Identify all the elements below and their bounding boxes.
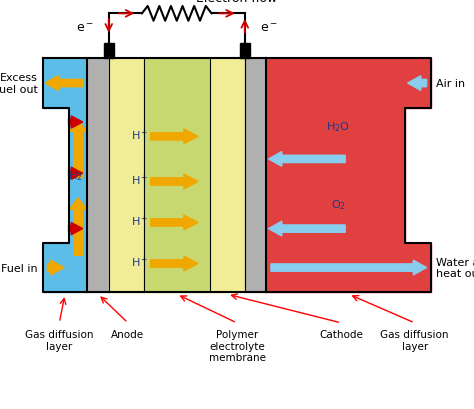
FancyArrow shape bbox=[151, 216, 198, 230]
Bar bbox=[103, 44, 114, 59]
FancyArrow shape bbox=[45, 76, 82, 91]
FancyArrow shape bbox=[70, 198, 87, 256]
FancyArrow shape bbox=[47, 261, 64, 275]
Text: e$^-$: e$^-$ bbox=[76, 22, 94, 35]
FancyArrow shape bbox=[151, 130, 198, 144]
FancyArrow shape bbox=[70, 121, 87, 178]
Bar bbox=[245, 59, 266, 292]
Text: Water and
heat out: Water and heat out bbox=[436, 257, 474, 279]
Text: Gas diffusion
layer: Gas diffusion layer bbox=[381, 329, 449, 351]
Text: Polymer
electrolyte
membrane: Polymer electrolyte membrane bbox=[209, 329, 265, 362]
Text: Anode: Anode bbox=[111, 329, 145, 339]
Bar bbox=[87, 59, 109, 292]
Polygon shape bbox=[43, 59, 87, 292]
Text: H$_2$O: H$_2$O bbox=[326, 120, 350, 134]
FancyArrow shape bbox=[69, 168, 82, 180]
Text: Cathode: Cathode bbox=[319, 329, 363, 339]
Polygon shape bbox=[266, 59, 431, 292]
Text: Electron flow: Electron flow bbox=[196, 0, 278, 5]
Bar bbox=[210, 59, 245, 292]
Bar bbox=[109, 59, 144, 292]
Text: H$^+$: H$^+$ bbox=[131, 172, 148, 188]
FancyArrow shape bbox=[269, 152, 345, 167]
Text: Air in: Air in bbox=[436, 79, 465, 89]
FancyArrow shape bbox=[69, 117, 82, 129]
FancyArrow shape bbox=[151, 175, 198, 189]
Bar bbox=[239, 44, 250, 59]
FancyArrow shape bbox=[269, 222, 345, 236]
Text: Gas diffusion
layer: Gas diffusion layer bbox=[25, 329, 93, 351]
FancyArrow shape bbox=[408, 76, 427, 91]
FancyArrow shape bbox=[69, 223, 82, 235]
Text: H$^+$: H$^+$ bbox=[131, 213, 148, 229]
Text: Excess
fuel out: Excess fuel out bbox=[0, 73, 38, 94]
Text: H$^+$: H$^+$ bbox=[131, 127, 148, 143]
Text: e$^-$: e$^-$ bbox=[260, 22, 277, 35]
Text: O$_2$: O$_2$ bbox=[330, 198, 346, 211]
Text: H$_2$: H$_2$ bbox=[68, 169, 83, 183]
FancyArrow shape bbox=[271, 261, 427, 275]
Bar bbox=[144, 59, 210, 292]
FancyArrow shape bbox=[151, 256, 198, 271]
Text: Fuel in: Fuel in bbox=[1, 263, 38, 273]
Text: H$^+$: H$^+$ bbox=[131, 254, 148, 270]
